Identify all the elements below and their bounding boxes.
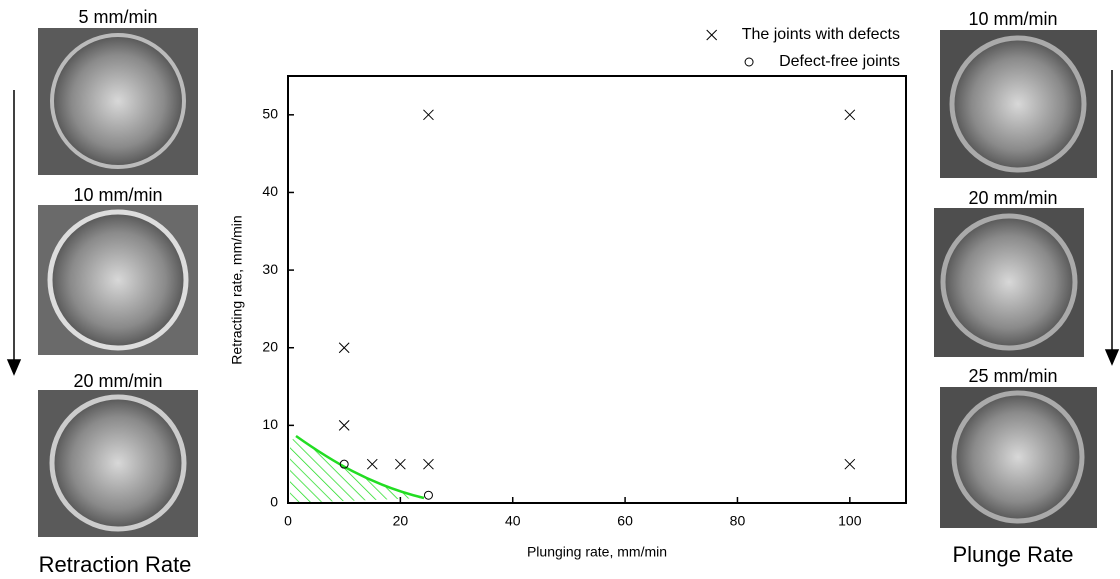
hatched-region <box>290 436 424 503</box>
marker-x <box>338 342 350 354</box>
panel-label: 20 mm/min <box>968 188 1057 208</box>
marker-x <box>844 458 856 470</box>
y-tick-label: 10 <box>262 416 278 432</box>
panel-label: 5 mm/min <box>78 7 157 27</box>
x-axis-label: Plunging rate, mm/min <box>527 544 667 560</box>
marker-o <box>423 490 433 500</box>
legend-marker <box>706 29 718 41</box>
marker-x <box>844 109 856 121</box>
panel-caption: Plunge Rate <box>952 542 1073 567</box>
x-tick-label: 100 <box>838 513 862 529</box>
panel-caption: Retraction Rate <box>39 552 192 577</box>
marker-x <box>395 458 406 470</box>
boundary-curve <box>295 434 425 500</box>
legend-marker <box>744 57 754 67</box>
arrows <box>6 70 1120 376</box>
x-tick-label: 40 <box>505 513 521 529</box>
x-tick-label: 80 <box>730 513 746 529</box>
x-tick-label: 60 <box>617 513 633 529</box>
panel-label: 10 mm/min <box>73 185 162 205</box>
y-axis-label: Retracting rate, mm/min <box>229 215 245 364</box>
plot-frame <box>287 75 907 504</box>
marker-x <box>423 458 434 470</box>
panel-label: 25 mm/min <box>968 366 1057 386</box>
x-tick-label: 20 <box>393 513 409 529</box>
panel-label: 10 mm/min <box>968 9 1057 29</box>
y-tick-label: 30 <box>262 261 278 277</box>
panel-label: 20 mm/min <box>73 371 162 391</box>
legend-label: The joints with defects <box>742 26 900 43</box>
marker-x <box>423 109 434 121</box>
marker-x <box>366 458 378 470</box>
photos <box>38 28 1097 537</box>
legend-label: Defect-free joints <box>779 53 900 70</box>
y-tick-label: 0 <box>270 494 278 510</box>
y-tick-label: 40 <box>262 183 278 199</box>
y-tick-label: 20 <box>262 338 278 354</box>
x-tick-label: 0 <box>284 513 292 529</box>
y-tick-label: 50 <box>262 106 278 122</box>
marker-o <box>339 459 349 469</box>
marker-x <box>338 420 350 431</box>
